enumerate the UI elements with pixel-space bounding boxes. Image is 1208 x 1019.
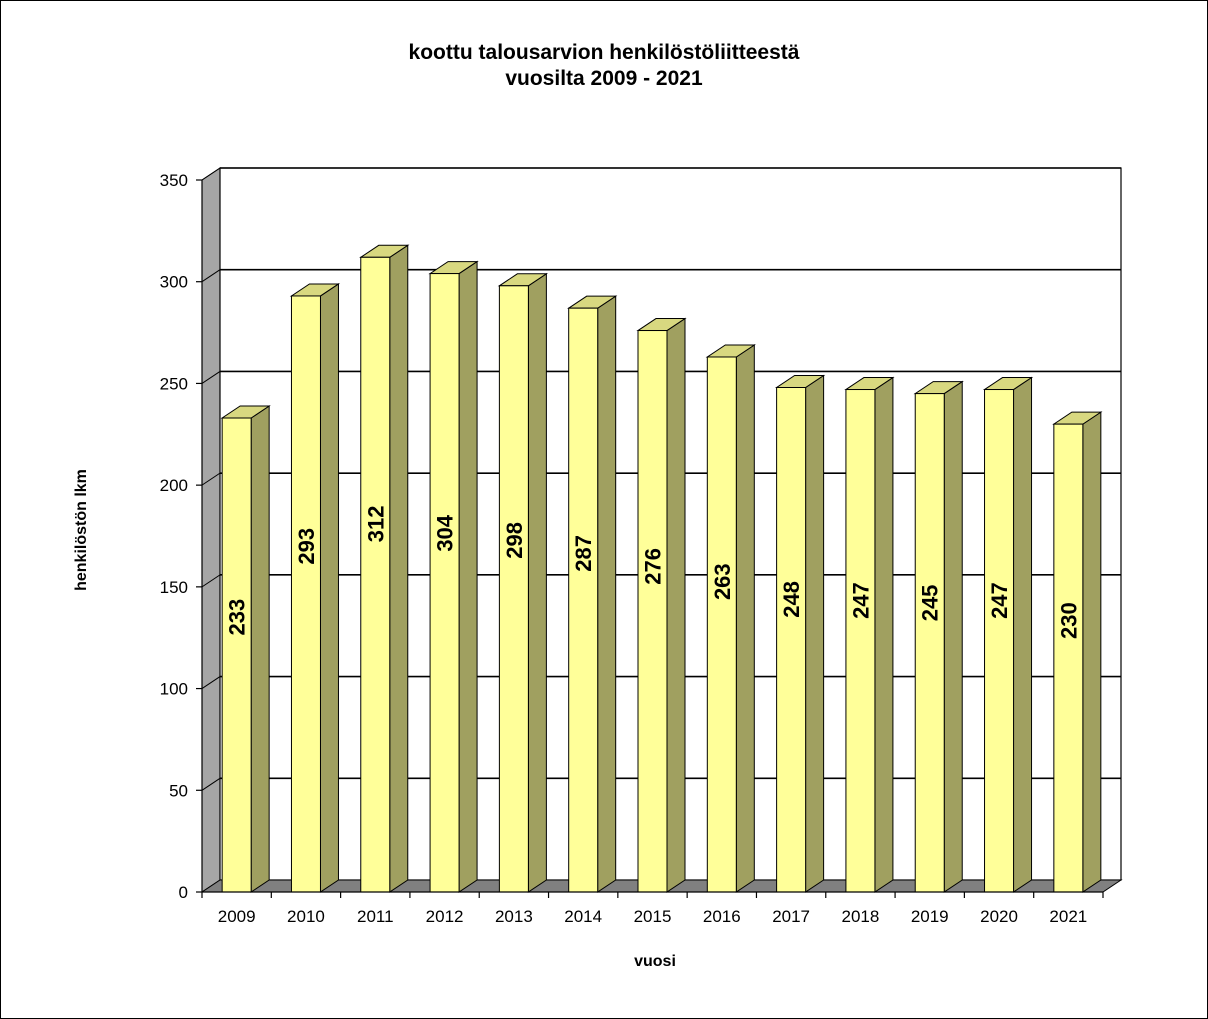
data-label: 248 bbox=[779, 581, 804, 618]
data-label: 230 bbox=[1056, 602, 1081, 639]
data-label: 304 bbox=[433, 514, 458, 551]
bar-side bbox=[389, 244, 409, 893]
data-label: 298 bbox=[502, 522, 527, 559]
bar-side bbox=[874, 376, 894, 893]
x-tick-label: 2012 bbox=[426, 907, 464, 926]
x-tick-label: 2015 bbox=[634, 907, 672, 926]
x-tick-label: 2021 bbox=[1049, 907, 1087, 926]
x-axis-title: vuosi bbox=[634, 953, 676, 970]
x-tick-label: 2011 bbox=[357, 907, 394, 926]
bar-side bbox=[943, 380, 963, 893]
gridline-side bbox=[201, 472, 221, 486]
left-wall bbox=[201, 167, 221, 893]
y-tick-label: 100 bbox=[160, 680, 188, 699]
bar-side bbox=[666, 317, 686, 893]
bar bbox=[429, 273, 460, 893]
gridline-side bbox=[201, 167, 221, 181]
bar-side bbox=[250, 405, 270, 893]
data-label: 263 bbox=[710, 563, 735, 600]
data-label: 287 bbox=[571, 535, 596, 572]
y-tick-label: 350 bbox=[160, 171, 188, 190]
bar bbox=[706, 356, 737, 893]
data-label: 276 bbox=[641, 548, 666, 585]
data-label: 247 bbox=[848, 582, 873, 619]
gridline-side bbox=[201, 676, 221, 689]
data-label: 233 bbox=[225, 599, 250, 636]
gridline-side bbox=[201, 574, 221, 588]
x-tick-label: 2020 bbox=[980, 907, 1018, 926]
x-tick-label: 2016 bbox=[703, 907, 741, 926]
data-label: 247 bbox=[987, 582, 1012, 619]
x-tick-label: 2019 bbox=[911, 907, 949, 926]
bar-side bbox=[735, 344, 755, 893]
chart-title-line-2: vuosilta 2009 - 2021 bbox=[505, 67, 703, 90]
y-axis-title: henkilöstön lkm bbox=[73, 469, 90, 591]
bar-side bbox=[1013, 376, 1033, 893]
bar bbox=[984, 389, 1015, 893]
chart-title: koottu talousarvion henkilöstöliitteestä… bbox=[0, 40, 1208, 92]
x-tick-label: 2017 bbox=[772, 907, 810, 926]
bar-side bbox=[805, 374, 825, 893]
y-tick-label: 150 bbox=[160, 578, 188, 597]
data-label: 312 bbox=[363, 506, 388, 543]
bar-side bbox=[527, 272, 547, 893]
y-tick-label: 0 bbox=[179, 883, 188, 902]
x-tick-label: 2010 bbox=[287, 907, 325, 926]
data-label: 293 bbox=[294, 528, 319, 565]
chart-title-line-1: koottu talousarvion henkilöstöliitteestä bbox=[408, 41, 800, 64]
bar bbox=[637, 330, 668, 893]
gridline-side bbox=[201, 777, 221, 791]
x-tick-label: 2014 bbox=[564, 907, 602, 926]
bar bbox=[845, 389, 876, 893]
x-tick-label: 2018 bbox=[842, 907, 880, 926]
x-tick-label: 2009 bbox=[218, 907, 256, 926]
gridline-side bbox=[201, 371, 221, 384]
bars bbox=[220, 244, 1103, 893]
bar bbox=[498, 285, 529, 893]
bar bbox=[1053, 423, 1084, 893]
y-tick-label: 300 bbox=[160, 273, 188, 292]
bar-side bbox=[319, 283, 339, 893]
data-labels: 233 293 312 304 298 287 276 263 248 247 245 247 230 bbox=[225, 506, 1082, 639]
y-tick-label: 50 bbox=[169, 781, 188, 800]
axes: 0 50 100 150 200 250 300 350 2009 2010 2011 2012 201… bbox=[160, 171, 1104, 926]
bar bbox=[221, 417, 252, 893]
bar bbox=[290, 295, 321, 893]
y-tick-label: 200 bbox=[160, 476, 188, 495]
bar-side bbox=[597, 295, 617, 893]
bar bbox=[360, 256, 391, 893]
bar-side bbox=[1082, 411, 1102, 893]
bar-side bbox=[458, 260, 478, 893]
x-tick-label: 2013 bbox=[495, 907, 533, 926]
data-label: 245 bbox=[918, 585, 943, 622]
bar bbox=[568, 307, 599, 893]
bar bbox=[914, 393, 945, 893]
y-tick-label: 250 bbox=[160, 374, 188, 393]
gridline-side bbox=[201, 269, 221, 283]
bar bbox=[776, 386, 807, 893]
